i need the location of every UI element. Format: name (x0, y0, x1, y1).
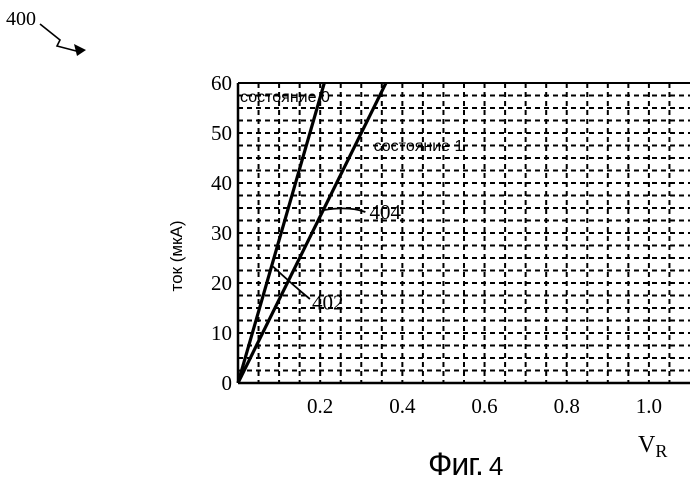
series-labels: состояние 0 состояние 1 (240, 89, 463, 155)
series-label-0: состояние 0 (240, 89, 330, 106)
x-tick-label: 0.8 (554, 394, 580, 418)
annotation-402: 402 (312, 291, 344, 315)
y-tick-label: 10 (211, 321, 232, 345)
x-tick-label: 1.0 (636, 394, 662, 418)
caption-number: 4 (489, 451, 503, 481)
figure-reference-number: 400 (6, 8, 36, 31)
x-tick-label: 0.2 (307, 394, 333, 418)
figure-caption: Фиг.4 (428, 446, 503, 483)
grid (238, 83, 690, 383)
caption-word: Фиг. (428, 446, 483, 482)
x-axis-label-subscript: R (655, 441, 667, 461)
x-axis-label: VR (638, 432, 667, 461)
y-tick-label: 50 (211, 121, 232, 145)
x-tick-label: 0.4 (389, 394, 416, 418)
y-tick-label: 40 (211, 171, 232, 195)
y-tick-label: 0 (222, 371, 233, 395)
y-tick-label: 30 (211, 221, 232, 245)
y-tick-label: 60 (211, 71, 232, 95)
x-axis-label-main: V (638, 432, 656, 458)
annotation-404: 404 (369, 200, 401, 224)
x-tick-label: 0.6 (471, 394, 497, 418)
y-axis-label: ток (мкА) (167, 221, 186, 292)
series-label-1: состояние 1 (374, 138, 464, 155)
figure-ref-arrow (40, 24, 80, 52)
figure-ref-arrowhead (74, 44, 86, 56)
y-tick-label: 20 (211, 271, 232, 295)
